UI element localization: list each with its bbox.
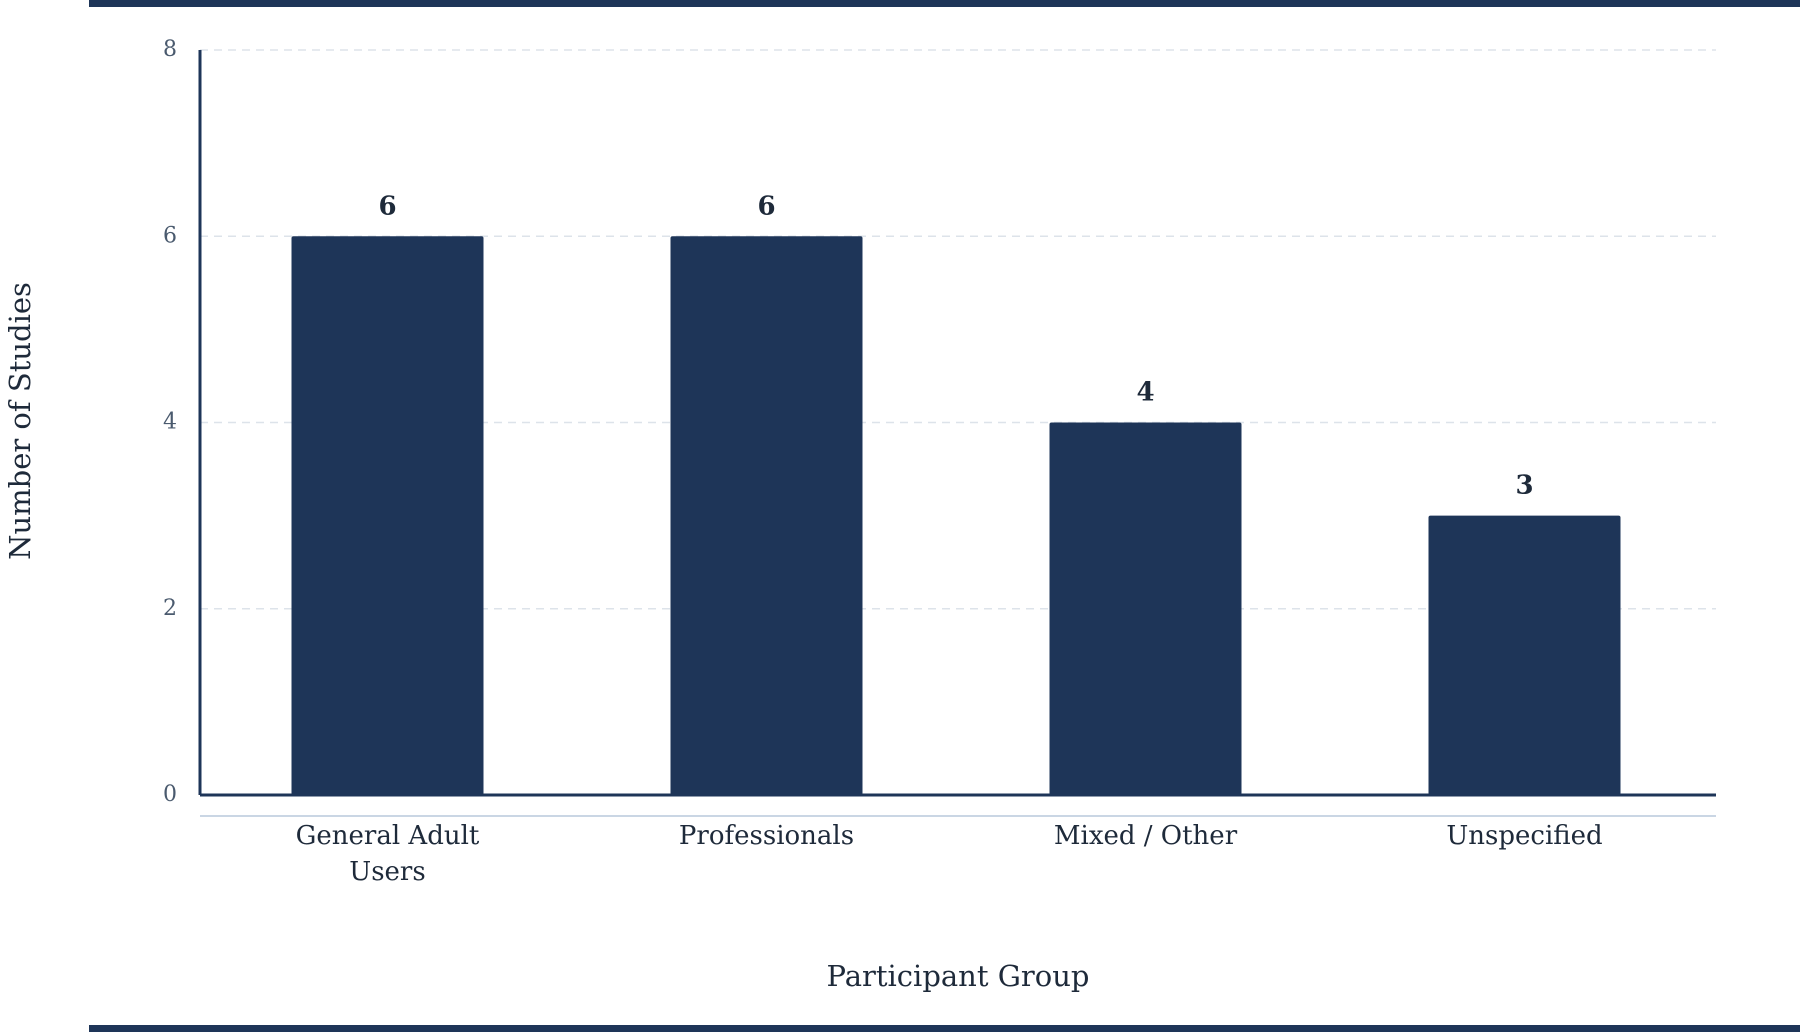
y-axis-title: Number of Studies [3, 282, 37, 560]
bar [291, 236, 484, 795]
x-tick-label-line: General Adult [296, 821, 480, 851]
axes [198, 50, 1716, 817]
y-tick-labels: 0 2 4 6 8 [163, 37, 177, 807]
bar-value-label: 4 [1136, 378, 1154, 408]
bar [670, 236, 863, 795]
bar-value-label: 3 [1515, 471, 1533, 501]
y-tick-label: 2 [163, 596, 177, 621]
bar [1428, 515, 1621, 795]
top-rule [89, 0, 1800, 7]
x-tick-label-line: Unspecified [1446, 821, 1602, 851]
bar-value-label: 6 [378, 191, 396, 221]
bars [291, 236, 1621, 795]
bottom-rule [89, 1025, 1800, 1032]
y-tick-label: 0 [163, 782, 177, 807]
x-tick-label-line: Mixed / Other [1054, 821, 1238, 851]
x-tick-label: General Adult Users [296, 821, 480, 887]
bar [1049, 422, 1242, 795]
x-tick-label-line: Professionals [679, 821, 854, 851]
x-tick-label: Mixed / Other [1054, 821, 1238, 851]
y-tick-label: 4 [163, 410, 177, 435]
y-tick-label: 8 [163, 37, 177, 62]
x-tick-label: Unspecified [1446, 821, 1602, 851]
value-labels: 6 6 4 3 [378, 191, 1533, 500]
x-tick-label: Professionals [679, 821, 854, 851]
bar-value-label: 6 [757, 191, 775, 221]
x-axis-title: Participant Group [827, 959, 1090, 993]
x-tick-labels: General Adult Users Professionals Mixed / O… [296, 821, 1603, 887]
x-tick-label-line: Users [349, 857, 425, 887]
y-tick-label: 6 [163, 223, 177, 248]
